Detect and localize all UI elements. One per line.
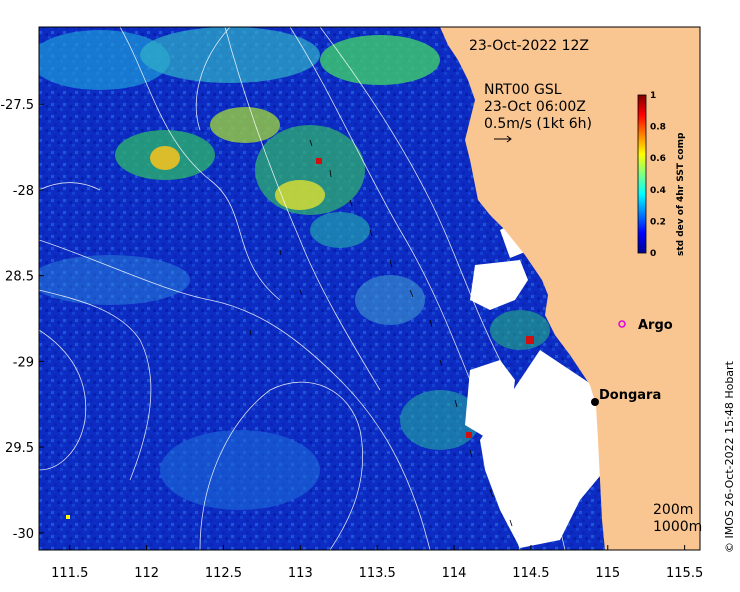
colorbar-title: std dev of 4hr SST comp xyxy=(676,132,686,256)
dongara-marker: Dongara xyxy=(591,388,661,406)
x-tick-label: 114.5 xyxy=(512,566,549,581)
x-tick-label: 115 xyxy=(595,566,620,581)
depth-legend-1000m: 1000m xyxy=(653,519,702,535)
x-tick-label: 112.5 xyxy=(205,566,242,581)
y-tick-label: -30 xyxy=(13,527,34,542)
dongara-label: Dongara xyxy=(599,388,661,403)
colorbar-gradient xyxy=(637,94,647,254)
y-tick-label: -28 xyxy=(13,184,34,199)
map-plot-area xyxy=(39,27,700,550)
x-tick-label: 113.5 xyxy=(359,566,396,581)
y-tick-label: 29.5 xyxy=(5,441,34,456)
x-tick-label: 111.5 xyxy=(51,566,88,581)
colorbar-ticks: 1 0.8 0.6 0.4 0.2 0 xyxy=(650,91,666,259)
x-tick-label: 114 xyxy=(442,566,467,581)
current-product-label: NRT00 GSL xyxy=(484,82,562,98)
x-tick-label: 112 xyxy=(134,566,159,581)
depth-legend-200m: 200m xyxy=(653,502,693,518)
x-tick-label: 113 xyxy=(288,566,313,581)
argo-marker: Argo xyxy=(618,318,673,333)
colorbar-tick-label: 1 xyxy=(650,91,656,101)
date-title: 23-Oct-2022 12Z xyxy=(469,38,589,54)
x-axis: 111.5 112 112.5 113 113.5 114 114.5 115 115.5 xyxy=(51,545,703,581)
colorbar-tick-label: 0.4 xyxy=(650,186,666,196)
plot-frame xyxy=(38,26,701,551)
x-tick-label: 115.5 xyxy=(666,566,703,581)
argo-float-icon xyxy=(618,320,626,328)
imos-credit: © IMOS 26-Oct-2022 15:48 Hobart xyxy=(723,360,736,553)
land-mass xyxy=(440,27,700,550)
cloud-mask xyxy=(465,220,605,548)
vector-scale-arrow-icon xyxy=(494,135,512,143)
sst-variability-patches xyxy=(39,27,550,519)
vector-scale-label: 0.5m/s (1kt 6h) xyxy=(484,116,592,132)
bathymetry-contours xyxy=(39,27,566,550)
colorbar-tick-label: 0.2 xyxy=(650,217,666,227)
argo-label: Argo xyxy=(638,318,673,333)
y-tick-label: -27.5 xyxy=(0,98,34,113)
y-tick-label: 28.5 xyxy=(5,270,34,285)
town-dot-icon xyxy=(591,398,599,406)
colorbar-tick-label: 0 xyxy=(650,249,656,259)
y-axis: -27.5 -28 28.5 -29 29.5 -30 xyxy=(0,98,44,542)
colorbar: 1 0.8 0.6 0.4 0.2 0 std dev of 4hr SST comp xyxy=(637,91,686,259)
y-tick-label: -29 xyxy=(13,355,34,370)
current-time-label: 23-Oct 06:00Z xyxy=(484,99,586,115)
current-vectors xyxy=(249,139,513,527)
colorbar-tick-label: 0.8 xyxy=(650,123,666,133)
colorbar-tick-label: 0.6 xyxy=(650,154,666,164)
